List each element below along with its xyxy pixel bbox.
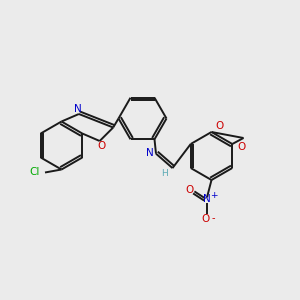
Text: N: N: [203, 194, 211, 205]
Text: H: H: [161, 169, 167, 178]
Text: +: +: [210, 191, 217, 200]
Text: O: O: [97, 141, 105, 152]
Text: O: O: [185, 185, 193, 195]
Text: -: -: [212, 213, 215, 223]
Text: Cl: Cl: [29, 167, 40, 178]
Text: O: O: [238, 142, 246, 152]
Text: N: N: [74, 103, 81, 114]
Text: O: O: [216, 121, 224, 131]
Text: N: N: [146, 148, 153, 158]
Text: O: O: [201, 214, 210, 224]
